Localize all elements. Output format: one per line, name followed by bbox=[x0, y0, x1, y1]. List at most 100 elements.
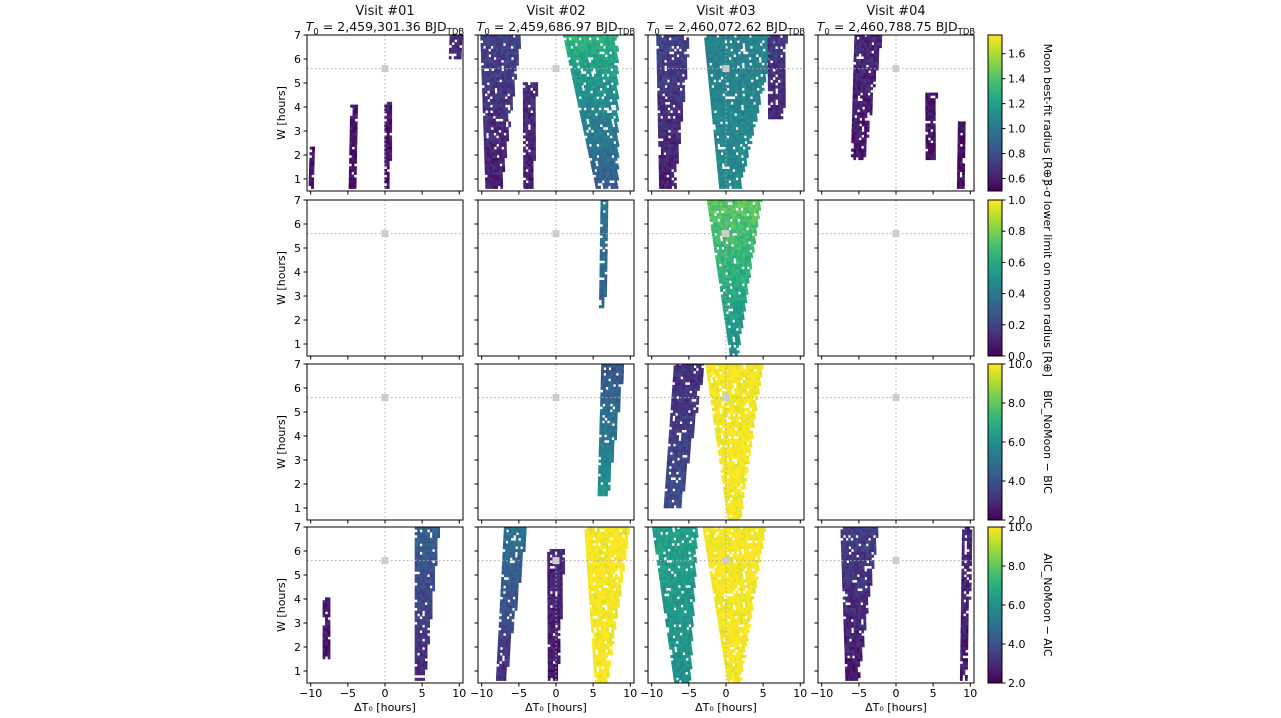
heatmap-cell bbox=[498, 124, 502, 128]
heatmap-cell bbox=[782, 37, 786, 41]
heatmap-cell bbox=[772, 74, 776, 78]
heatmap-cell bbox=[611, 132, 615, 136]
heatmap-cell bbox=[863, 137, 867, 141]
heatmap-cell bbox=[386, 101, 390, 105]
heatmap-cell bbox=[727, 169, 731, 173]
heatmap-cell bbox=[607, 423, 610, 427]
heatmap-cell bbox=[615, 183, 618, 187]
heatmap-cell bbox=[485, 127, 489, 131]
heatmap-cell bbox=[742, 121, 746, 125]
heatmap-cell bbox=[742, 169, 746, 173]
heatmap-cell bbox=[603, 185, 606, 189]
heatmap-cell bbox=[767, 88, 771, 92]
heatmap-cell bbox=[509, 73, 512, 77]
heatmap-cell bbox=[491, 135, 494, 139]
heatmap-cell bbox=[583, 35, 586, 38]
heatmap-cell bbox=[604, 243, 608, 247]
heatmap-cell bbox=[667, 118, 671, 122]
heatmap-cell bbox=[730, 274, 734, 278]
heatmap-cell bbox=[508, 51, 512, 55]
heatmap-cell bbox=[750, 221, 754, 225]
heatmap-cell bbox=[733, 328, 737, 332]
heatmap-cell bbox=[761, 37, 765, 41]
heatmap-cell bbox=[599, 155, 602, 159]
heatmap-cell bbox=[583, 96, 587, 100]
heatmap-cell bbox=[709, 213, 712, 217]
heatmap-cell bbox=[718, 244, 722, 248]
heatmap-cell bbox=[603, 71, 607, 75]
heatmap-cell bbox=[770, 46, 773, 50]
heatmap-cell bbox=[714, 138, 718, 142]
heatmap-cell bbox=[865, 73, 869, 77]
heatmap-cell bbox=[741, 249, 745, 253]
heatmap-cell bbox=[735, 204, 739, 208]
heatmap-cell bbox=[736, 300, 740, 304]
heatmap-cell bbox=[681, 51, 685, 55]
heatmap-cell bbox=[737, 93, 741, 97]
heatmap-cell bbox=[506, 57, 509, 61]
heatmap-cell bbox=[484, 149, 487, 153]
heatmap-cell bbox=[732, 149, 736, 153]
heatmap-cell bbox=[611, 62, 615, 66]
heatmap-cell bbox=[745, 96, 748, 100]
heatmap-cell bbox=[582, 43, 586, 47]
heatmap-cell bbox=[782, 102, 786, 106]
heatmap-cell bbox=[496, 73, 500, 77]
heatmap-cell bbox=[592, 135, 596, 139]
heatmap-cell bbox=[957, 171, 960, 175]
heatmap-cell bbox=[351, 143, 355, 147]
heatmap-cell bbox=[602, 479, 606, 483]
heatmap-cell bbox=[960, 129, 963, 133]
heatmap-cell bbox=[494, 76, 497, 80]
heatmap-cell bbox=[530, 132, 534, 136]
heatmap-cell bbox=[591, 62, 595, 66]
heatmap-cell bbox=[764, 40, 768, 44]
heatmap-cell bbox=[719, 249, 723, 253]
heatmap-cell bbox=[588, 141, 592, 145]
heatmap-cell bbox=[386, 118, 390, 122]
heatmap-cell bbox=[713, 101, 716, 105]
heatmap-cell bbox=[598, 454, 602, 458]
heatmap-cell bbox=[609, 440, 612, 444]
heatmap-cell bbox=[746, 263, 750, 267]
heatmap-cell bbox=[728, 54, 732, 58]
heatmap-cell bbox=[590, 152, 594, 156]
heatmap-cell bbox=[960, 146, 963, 150]
heatmap-cell bbox=[746, 246, 750, 250]
heatmap-cell bbox=[599, 274, 603, 278]
heatmap-cell bbox=[484, 169, 488, 173]
heatmap-cell bbox=[528, 141, 531, 145]
heatmap-cell bbox=[509, 96, 513, 100]
heatmap-cell bbox=[615, 185, 619, 189]
heatmap-cell bbox=[745, 152, 749, 156]
heatmap-cell bbox=[525, 90, 529, 94]
heatmap-cell bbox=[770, 116, 774, 120]
heatmap-cell bbox=[723, 260, 727, 264]
heatmap-cell bbox=[573, 82, 577, 86]
heatmap-cell bbox=[591, 141, 594, 145]
heatmap-cell bbox=[672, 73, 675, 77]
heatmap-cell bbox=[592, 124, 596, 128]
heatmap-cell bbox=[667, 73, 670, 77]
heatmap-cell bbox=[718, 177, 721, 181]
heatmap-cell bbox=[762, 71, 766, 75]
heatmap-cell bbox=[749, 200, 753, 203]
heatmap-cell bbox=[592, 101, 596, 105]
heatmap-cell bbox=[859, 103, 863, 107]
heatmap-cell bbox=[505, 115, 509, 119]
heatmap-cell bbox=[750, 99, 754, 103]
heatmap-cell bbox=[604, 252, 608, 256]
heatmap-cell bbox=[353, 185, 357, 189]
heatmap-cell bbox=[750, 255, 753, 259]
heatmap-cell bbox=[597, 171, 601, 175]
heatmap-cell bbox=[485, 113, 489, 117]
heatmap-cell bbox=[857, 115, 860, 119]
heatmap-cell bbox=[773, 113, 776, 117]
heatmap-cell bbox=[493, 124, 497, 128]
heatmap-cell bbox=[608, 470, 611, 474]
heatmap-cell bbox=[724, 286, 728, 290]
heatmap-cell bbox=[723, 51, 726, 55]
heatmap-cell bbox=[770, 77, 774, 81]
heatmap-cell bbox=[598, 465, 602, 469]
heatmap-cell bbox=[858, 75, 861, 79]
